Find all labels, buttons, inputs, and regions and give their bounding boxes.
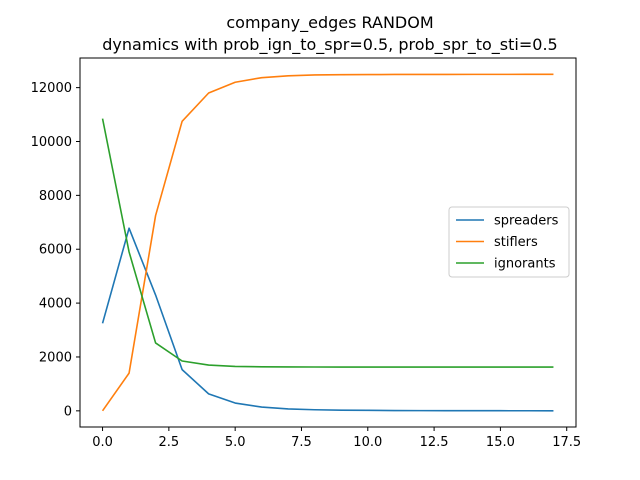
legend-label-spreaders: spreaders [494,214,559,229]
legend: spreaders stiflers ignorants [448,206,570,278]
x-tick-label: 0.0 [92,435,113,450]
x-tick-label: 5.0 [225,435,246,450]
x-tick-label: 17.5 [552,435,581,450]
y-tick-label: 4000 [39,297,72,312]
axis-ticks: 0.0 2.5 5.0 7.5 10.0 12.5 15.0 17.5 0 2000 4000 600… [31,81,582,450]
legend-label-stiflers: stiflers [494,235,538,250]
x-tick-label: 7.5 [291,435,312,450]
series-lines [101,73,554,412]
plot-area [79,57,577,428]
x-tick-label: 10.0 [353,435,382,450]
series-line-stiflers [101,73,554,412]
y-tick-label: 10000 [31,135,72,150]
x-tick-label: 12.5 [420,435,449,450]
series-line-ignorants [101,118,554,368]
chart-subtitle: dynamics with prob_ign_to_spr=0.5, prob_… [102,35,557,55]
x-tick-label: 15.0 [486,435,515,450]
legend-box [448,206,570,278]
y-tick-label: 2000 [39,350,72,365]
y-tick-label: 0 [64,404,72,419]
y-tick-label: 6000 [39,243,72,258]
y-tick-label: 8000 [39,189,72,204]
legend-label-ignorants: ignorants [494,257,556,272]
chart-title: company_edges RANDOM [226,13,433,33]
y-tick-label: 12000 [31,81,72,96]
x-tick-label: 2.5 [159,435,180,450]
